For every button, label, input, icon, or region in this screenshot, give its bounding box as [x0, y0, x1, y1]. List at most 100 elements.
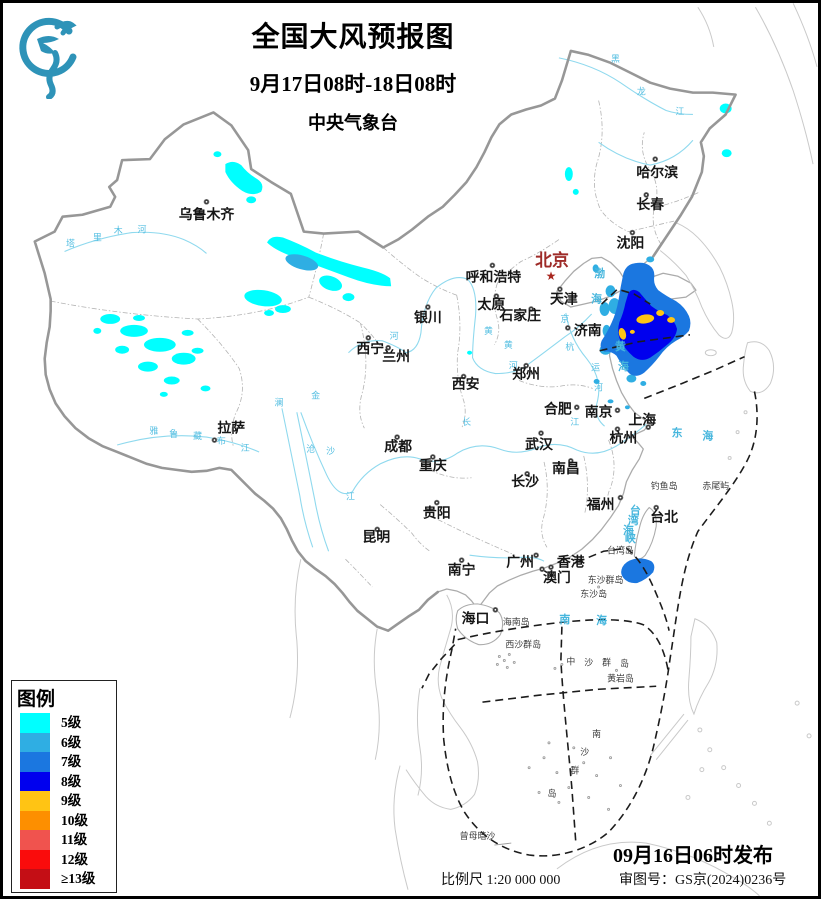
- city-label: 上海: [628, 411, 656, 428]
- svg-text:峡: 峡: [625, 531, 636, 545]
- svg-text:东沙群岛: 东沙群岛: [588, 574, 624, 585]
- svg-text:海: 海: [623, 523, 634, 537]
- city-label: 南京: [585, 403, 613, 420]
- svg-text:南: 南: [592, 728, 601, 739]
- capital-label: 北京: [535, 250, 569, 270]
- svg-text:渤: 渤: [594, 266, 605, 280]
- legend-label: 10级: [61, 812, 88, 828]
- city-label: 合肥: [544, 400, 572, 417]
- city-label: 郑州: [512, 366, 540, 383]
- legend-item: 9级: [12, 791, 116, 811]
- svg-text:海南岛: 海南岛: [503, 616, 530, 627]
- svg-text:海: 海: [618, 359, 629, 373]
- city-label: 拉萨: [217, 419, 245, 436]
- hainan-island: [455, 603, 504, 646]
- svg-text:黄: 黄: [484, 325, 493, 336]
- svg-text:藏: 藏: [193, 430, 202, 441]
- svg-text:群: 群: [602, 656, 611, 667]
- legend-items: 5级 6级 7级 8级 9级 10级 11级 12级 ≥13级: [12, 713, 116, 889]
- legend-item: 12级: [12, 849, 116, 869]
- legend-label: 7级: [61, 754, 82, 769]
- page-title: 全国大风预报图: [251, 22, 455, 53]
- legend-item: 10级: [12, 810, 116, 830]
- svg-text:里: 里: [93, 233, 102, 243]
- legend-label: 9级: [61, 793, 82, 808]
- legend-swatch: [20, 732, 50, 752]
- maritime-dashed-lines: [421, 288, 758, 857]
- legend-swatch: [20, 791, 50, 811]
- city-label: 贵阳: [423, 505, 451, 522]
- legend-item: 7级: [12, 752, 116, 772]
- city-label: 杭州: [610, 429, 638, 446]
- city-label: 太原: [477, 296, 506, 313]
- svg-text:江: 江: [241, 443, 250, 453]
- islet-marks: [494, 585, 622, 846]
- capital-star-icon: ★: [546, 269, 557, 283]
- rivers: [64, 57, 694, 562]
- svg-text:东: 东: [672, 426, 683, 440]
- svg-text:海: 海: [596, 613, 607, 627]
- svg-text:海: 海: [702, 429, 713, 443]
- svg-text:岛: 岛: [547, 788, 556, 799]
- city-label: 哈尔滨: [636, 164, 678, 181]
- legend-swatch: [20, 869, 50, 889]
- city-label: 天津: [550, 290, 578, 307]
- legend-label: 8级: [61, 773, 82, 789]
- svg-text:江: 江: [676, 107, 685, 117]
- svg-text:中: 中: [566, 655, 575, 666]
- foreign-coastlines: [289, 3, 818, 896]
- svg-text:台: 台: [630, 503, 641, 517]
- svg-text:台湾岛: 台湾岛: [607, 544, 634, 555]
- svg-text:江: 江: [346, 492, 355, 502]
- svg-text:黄: 黄: [615, 339, 626, 353]
- svg-text:钓鱼岛: 钓鱼岛: [651, 480, 678, 491]
- svg-text:布: 布: [217, 435, 226, 446]
- svg-text:塔: 塔: [66, 238, 75, 249]
- legend-swatch: [20, 830, 50, 850]
- city-label: 南昌: [552, 460, 580, 477]
- svg-text:黄: 黄: [504, 339, 513, 350]
- city-label: 重庆: [419, 457, 447, 474]
- cma-logo: [17, 13, 79, 104]
- svg-text:黄岩岛: 黄岩岛: [607, 672, 634, 683]
- svg-text:河: 河: [509, 360, 518, 371]
- geo-labels: 渤海黄海东 海南 海台湾海峡塔里木 河黑龙江黄河黄河长 江金沙江澜沧雅鲁藏布江京杭运河钓…: [66, 54, 729, 841]
- city-label: 海口: [462, 610, 490, 627]
- svg-text:金: 金: [311, 389, 320, 400]
- svg-text:岛: 岛: [620, 657, 629, 668]
- svg-text:南: 南: [559, 612, 570, 626]
- city-label: 台北: [650, 509, 678, 526]
- map-scale: 比例尺 1:20 000 000: [441, 873, 561, 888]
- svg-text:湾: 湾: [628, 513, 639, 527]
- svg-text:沙: 沙: [326, 446, 335, 456]
- svg-text:河: 河: [390, 330, 399, 341]
- svg-text:沙: 沙: [580, 747, 589, 757]
- city-label: 沈阳: [616, 235, 644, 252]
- legend-swatch: [20, 752, 50, 772]
- city-label: 石家庄: [498, 307, 541, 324]
- legend-label: 12级: [61, 851, 88, 867]
- svg-text:鲁: 鲁: [169, 428, 178, 439]
- city-label: 福州: [586, 496, 615, 513]
- legend-item: 6级: [12, 732, 116, 752]
- svg-text:西沙群岛: 西沙群岛: [505, 639, 541, 650]
- svg-text:杭: 杭: [565, 341, 574, 352]
- legend-label: 6级: [61, 734, 82, 750]
- legend-label: 11级: [61, 832, 88, 847]
- svg-text:赤尾屿: 赤尾屿: [702, 481, 729, 491]
- svg-text:河: 河: [594, 381, 603, 392]
- svg-text:京: 京: [560, 313, 569, 324]
- map-approval-number: 审图号：GS京(2024)0236号: [619, 873, 787, 888]
- svg-text:江: 江: [570, 417, 579, 427]
- svg-text:东沙岛: 东沙岛: [580, 588, 607, 599]
- city-label: 银川: [414, 309, 442, 326]
- city-label: 兰州: [382, 348, 410, 365]
- svg-text:海: 海: [591, 292, 602, 306]
- city-label: 济南: [574, 322, 602, 339]
- legend-label: ≥13级: [61, 871, 96, 886]
- city-label: 西安: [452, 376, 480, 393]
- svg-text:木: 木: [114, 225, 123, 236]
- city-label: 乌鲁木齐: [179, 206, 235, 223]
- svg-text:运: 运: [591, 363, 600, 373]
